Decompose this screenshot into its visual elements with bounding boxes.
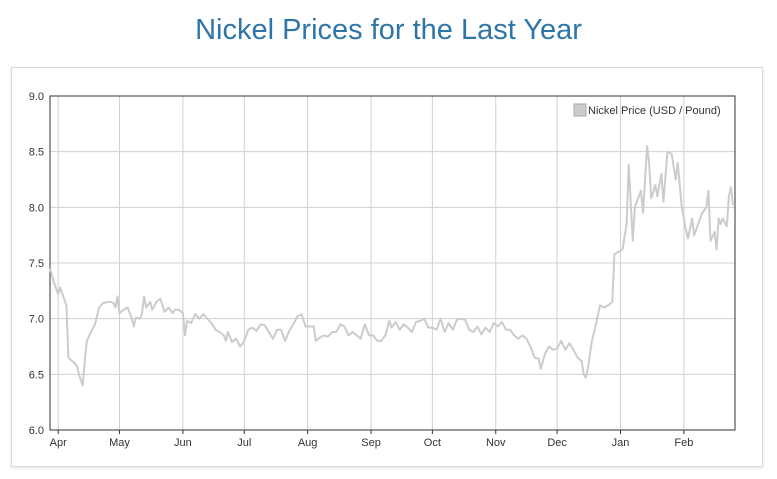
y-tick-label: 6.5: [29, 369, 44, 381]
x-tick-label: Nov: [486, 437, 506, 449]
x-tick-label: Jul: [237, 437, 251, 449]
plot-area-border: [49, 95, 736, 431]
y-axis-ticks: 6.0 6.5 7.0 7.5 8.0 8.5 9.0: [29, 91, 44, 437]
x-tick-label: Dec: [547, 437, 567, 449]
x-tick-label: Jan: [612, 437, 630, 449]
chart-container: 6.0 6.5 7.0 7.5 8.0 8.5 9.0 Apr May Jun Jul Aug Sep…: [11, 67, 763, 467]
x-tick-label: Jun: [174, 437, 192, 449]
x-tick-label: Oct: [424, 437, 441, 449]
y-tick-label: 6.0: [29, 425, 44, 437]
x-tick-label: Sep: [361, 437, 381, 449]
series-line-nickel-price: [49, 145, 734, 387]
legend-swatch: [573, 103, 587, 117]
y-tick-label: 7.0: [29, 314, 44, 326]
x-tick-label: Apr: [50, 437, 67, 449]
y-tick-label: 9.0: [29, 91, 44, 103]
legend: Nickel Price (USD / Pound): [573, 103, 721, 117]
x-tick-label: Feb: [674, 437, 693, 449]
y-tick-label: 8.0: [29, 202, 44, 214]
y-tick-label: 8.5: [29, 147, 44, 159]
legend-label: Nickel Price (USD / Pound): [588, 105, 721, 117]
x-tick-label: Aug: [298, 437, 318, 449]
grid-lines: [50, 95, 735, 431]
x-tick-label: May: [109, 437, 130, 449]
line-chart: 6.0 6.5 7.0 7.5 8.0 8.5 9.0 Apr May Jun Jul Aug Sep…: [29, 91, 736, 449]
y-tick-label: 7.5: [29, 258, 44, 270]
x-axis-ticks: Apr May Jun Jul Aug Sep Oct Nov Dec Jan Feb: [50, 430, 693, 449]
chart-title: Nickel Prices for the Last Year: [195, 14, 582, 46]
